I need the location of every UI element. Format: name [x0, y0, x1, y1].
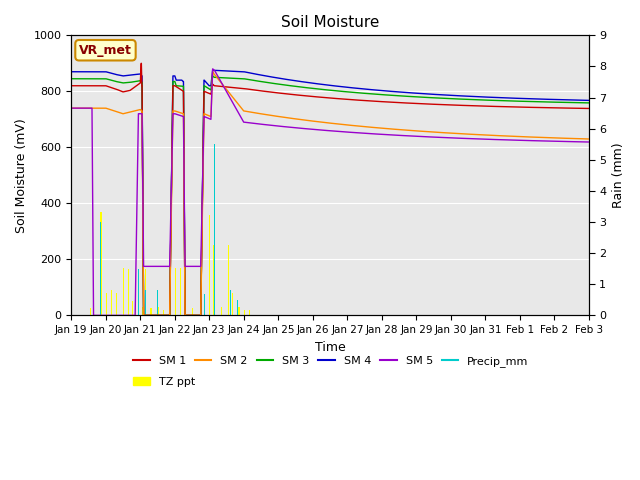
- Y-axis label: Soil Moisture (mV): Soil Moisture (mV): [15, 118, 28, 233]
- Text: VR_met: VR_met: [79, 44, 132, 57]
- Legend: TZ ppt: TZ ppt: [129, 372, 199, 391]
- X-axis label: Time: Time: [315, 341, 346, 354]
- Y-axis label: Rain (mm): Rain (mm): [612, 143, 625, 208]
- Title: Soil Moisture: Soil Moisture: [281, 15, 380, 30]
